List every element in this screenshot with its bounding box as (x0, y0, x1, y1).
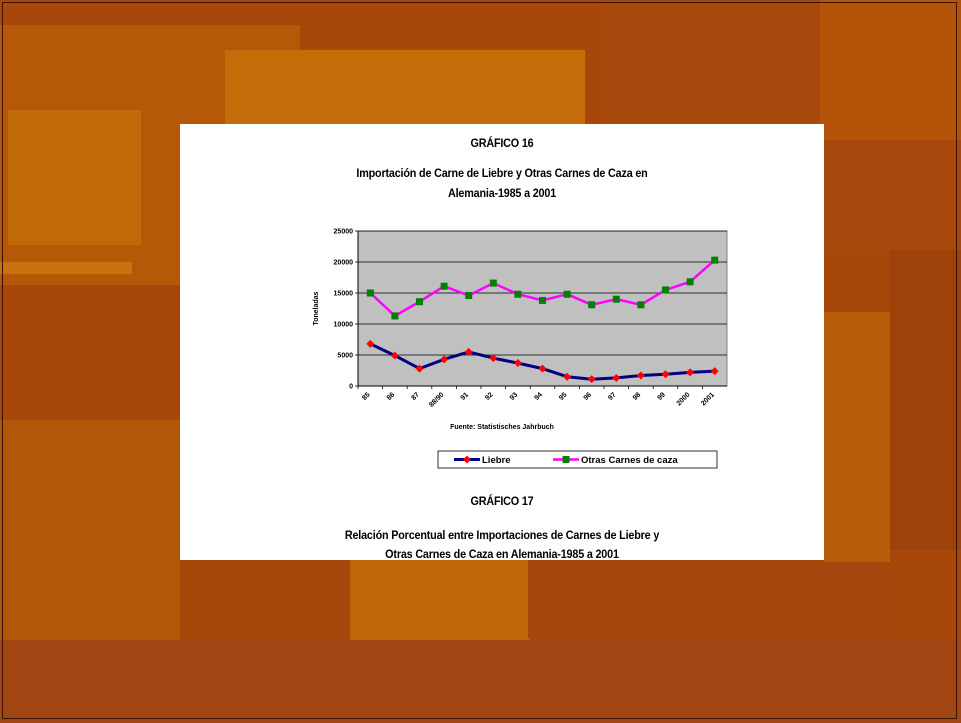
legend-marker-otras (562, 456, 570, 463)
axis-label-y: Toneladas (313, 291, 320, 325)
data-point-liebre (686, 368, 695, 377)
tick-label-x: 2000 (676, 391, 692, 407)
data-point-otras (662, 286, 669, 294)
chart1-title-line1: Importación de Carne de Liebre y Otras C… (356, 166, 648, 180)
data-point-otras (686, 278, 694, 286)
data-point-liebre (538, 364, 547, 373)
tick-label-x: 96 (583, 391, 594, 402)
tick-label-y: 5000 (337, 353, 353, 360)
chart1-heading: GRÁFICO 16 (470, 136, 534, 150)
tick-label-x: 95 (558, 391, 569, 402)
data-point-liebre (440, 355, 449, 364)
tick-label-y: 15000 (334, 291, 354, 298)
data-point-otras (489, 279, 497, 287)
data-point-otras (440, 282, 448, 290)
data-point-liebre (390, 351, 399, 360)
chart2-heading: GRÁFICO 17 (470, 494, 534, 508)
tick-label-x: 98 (632, 391, 643, 402)
data-point-liebre (513, 359, 522, 368)
tick-label-y: 20000 (334, 260, 354, 267)
data-point-liebre (636, 371, 645, 380)
chart-panel: GRÁFICO 16 Importación de Carne de Liebr… (180, 124, 824, 560)
tick-label-x: 88/90 (428, 391, 445, 408)
data-point-otras (588, 301, 596, 309)
tick-label-x: 94 (533, 391, 544, 402)
data-point-liebre (587, 375, 596, 384)
data-point-liebre (415, 364, 424, 373)
tick-label-y: 0 (349, 384, 353, 391)
data-point-liebre (366, 339, 375, 348)
chart2-title-line2: Otras Carnes de Caza en Alemania-1985 a … (385, 547, 619, 560)
legend-label-otras: Otras Carnes de caza (581, 455, 678, 466)
data-point-liebre (489, 354, 498, 363)
data-point-liebre (464, 347, 473, 356)
data-point-otras (465, 291, 473, 299)
tick-label-x: 2001 (700, 391, 716, 407)
tick-label-x: 97 (607, 391, 618, 402)
tick-label-y: 25000 (334, 229, 354, 236)
tick-label-x: 99 (656, 391, 667, 402)
tick-label-x: 86 (386, 391, 397, 402)
legend-marker-liebre (463, 455, 471, 464)
data-point-otras (514, 290, 522, 298)
chart2-title-line1: Relación Porcentual entre Importaciones … (344, 528, 660, 542)
chart1-title-line2: Alemania-1985 a 2001 (447, 186, 557, 200)
data-point-otras (637, 301, 645, 309)
tick-label-x: 85 (361, 391, 372, 402)
data-point-otras (391, 312, 399, 320)
data-point-otras (711, 256, 719, 264)
tick-label-x: 93 (509, 391, 520, 402)
data-point-otras (416, 298, 423, 306)
data-point-liebre (612, 373, 621, 382)
line-chart: 0 5000 10000 15000 20000 25000 85 86 87 88/90 91 92… (313, 229, 728, 469)
data-point-liebre (563, 372, 572, 381)
data-point-otras (539, 296, 546, 304)
tick-label-x: 87 (410, 391, 421, 402)
tick-label-x: 91 (460, 391, 471, 402)
legend-label-liebre: Liebre (482, 455, 511, 466)
tick-label-y: 10000 (334, 322, 354, 329)
tick-label-x: 92 (484, 391, 495, 402)
data-point-liebre (710, 367, 719, 376)
data-point-otras (563, 290, 571, 298)
plot-area (357, 230, 728, 387)
data-point-otras (366, 289, 374, 297)
data-point-otras (612, 295, 620, 303)
chart1-source: Fuente: Statistisches Jahrbuch (450, 424, 554, 431)
data-point-liebre (661, 370, 670, 379)
